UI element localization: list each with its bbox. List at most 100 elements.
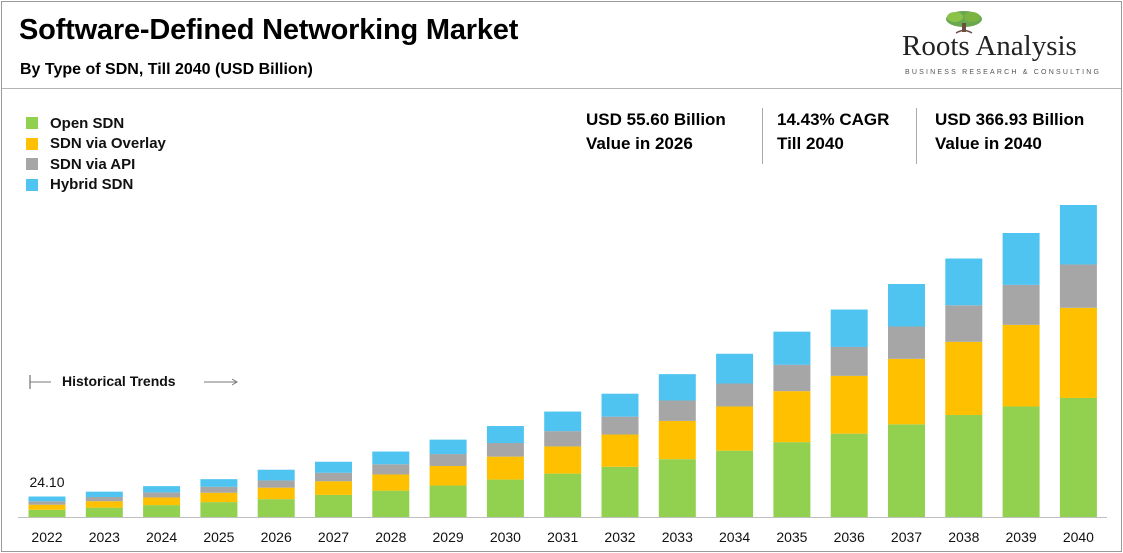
tree-icon [946, 11, 982, 34]
historical-trends-annotation: Historical Trends [29, 372, 243, 392]
bar-segment-sdn-via-api-2040 [1059, 264, 1097, 308]
x-tick-label: 2037 [891, 529, 922, 545]
bar-segment-hybrid-sdn-2026 [257, 469, 295, 481]
x-tick-label: 2023 [89, 529, 120, 545]
bar-segment-sdn-via-api-2022 [28, 501, 66, 505]
stat-caption: Till 2040 [777, 134, 844, 153]
chart-title: Software-Defined Networking Market [19, 14, 519, 46]
bar-segment-open-sdn-2036 [830, 433, 868, 517]
x-tick-label: 2022 [31, 529, 62, 545]
bar-segment-open-sdn-2026 [257, 499, 295, 517]
bar-segment-hybrid-sdn-2031 [544, 411, 582, 432]
legend-item-hybrid-sdn: Hybrid SDN [26, 175, 166, 196]
x-tick-label: 2032 [604, 529, 635, 545]
key-stats: USD 55.60 Billion Value in 2026 14.43% C… [2, 108, 1121, 164]
bar-segment-hybrid-sdn-2038 [945, 258, 983, 306]
logo-tagline: BUSINESS RESEARCH & CONSULTING [905, 69, 1102, 76]
x-tick-label: 2024 [146, 529, 177, 545]
bar-segment-open-sdn-2039 [1002, 406, 1040, 517]
bar-segment-hybrid-sdn-2027 [315, 461, 352, 473]
stat-divider [762, 108, 763, 164]
bar-segment-sdn-via-overlay-2035 [773, 391, 811, 443]
bar-segment-open-sdn-2025 [200, 502, 238, 517]
bar-segment-sdn-via-overlay-2029 [429, 465, 467, 486]
legend-swatch [26, 137, 38, 150]
bar-segment-open-sdn-2035 [773, 442, 811, 517]
legend-item-sdn-via-overlay: SDN via Overlay [26, 134, 166, 155]
x-tick-label: 2031 [547, 529, 578, 545]
x-tick-label: 2025 [203, 529, 234, 545]
bar-segment-sdn-via-api-2037 [888, 326, 925, 359]
bar-segment-sdn-via-api-2024 [143, 492, 181, 498]
x-tick-label: 2033 [662, 529, 693, 545]
bar-segment-open-sdn-2040 [1059, 397, 1097, 517]
stat-cagr: 14.43% CAGR Till 2040 [777, 108, 889, 164]
bar-segment-sdn-via-api-2034 [716, 383, 754, 407]
x-tick-label: 2036 [834, 529, 865, 545]
bar-segment-open-sdn-2022 [28, 509, 66, 517]
x-tick-label: 2027 [318, 529, 349, 545]
stat-value: USD 366.93 Billion [935, 110, 1085, 129]
bar-segment-hybrid-sdn-2023 [85, 491, 123, 498]
bar-segment-sdn-via-api-2036 [830, 346, 868, 376]
bar-segment-sdn-via-api-2039 [1002, 284, 1040, 325]
bar-segment-sdn-via-overlay-2023 [85, 501, 123, 508]
bar-segment-sdn-via-overlay-2034 [716, 406, 754, 451]
bar-segment-hybrid-sdn-2035 [773, 331, 811, 365]
bar-segment-sdn-via-overlay-2032 [601, 434, 639, 467]
bar-segment-hybrid-sdn-2028 [372, 451, 410, 465]
bar-segment-hybrid-sdn-2039 [1002, 233, 1040, 285]
bar-segment-open-sdn-2023 [85, 507, 123, 517]
bar-segment-sdn-via-overlay-2024 [143, 497, 181, 506]
legend-swatch [26, 178, 38, 191]
bar-segment-open-sdn-2024 [143, 505, 181, 517]
bar-segment-sdn-via-overlay-2027 [315, 481, 352, 495]
stat-caption: Value in 2040 [935, 134, 1042, 153]
chart-subtitle: By Type of SDN, Till 2040 (USD Billion) [20, 61, 313, 78]
bar-segment-sdn-via-api-2027 [315, 472, 352, 482]
bar-segment-sdn-via-api-2038 [945, 305, 983, 342]
legend-label: Hybrid SDN [50, 176, 134, 194]
header: Software-Defined Networking Market By Ty… [2, 2, 1121, 89]
bar-segment-hybrid-sdn-2022 [28, 496, 66, 502]
bar-segment-open-sdn-2029 [429, 485, 467, 517]
x-tick-label: 2034 [719, 529, 750, 545]
stat-value: 14.43% CAGR [777, 110, 890, 129]
bar-segment-sdn-via-api-2032 [601, 416, 639, 435]
x-tick-label: 2029 [433, 529, 464, 545]
bar-segment-sdn-via-api-2028 [372, 464, 410, 475]
bar-segment-hybrid-sdn-2025 [200, 479, 238, 487]
bar-segment-sdn-via-overlay-2037 [888, 358, 925, 425]
x-tick-label: 2030 [490, 529, 521, 545]
x-tick-label: 2040 [1063, 529, 1094, 545]
bar-segment-hybrid-sdn-2024 [143, 486, 181, 493]
bar-segment-sdn-via-api-2035 [773, 364, 811, 392]
legend-swatch [26, 158, 38, 171]
bar-segment-hybrid-sdn-2029 [429, 439, 467, 455]
bar-segment-sdn-via-overlay-2036 [830, 375, 868, 434]
bar-segment-hybrid-sdn-2032 [601, 393, 639, 417]
legend-item-open-sdn: Open SDN [26, 113, 166, 134]
bar-segment-sdn-via-overlay-2030 [486, 456, 524, 480]
stat-divider [916, 108, 917, 164]
bar-segment-sdn-via-overlay-2033 [658, 420, 696, 460]
legend-label: SDN via Overlay [50, 135, 166, 153]
stat-caption: Value in 2026 [586, 134, 693, 153]
legend: Open SDN SDN via Overlay SDN via API Hyb… [26, 113, 166, 195]
x-tick-label: 2038 [948, 529, 979, 545]
bar-segment-sdn-via-api-2030 [486, 443, 524, 457]
bar-segment-open-sdn-2027 [315, 494, 352, 517]
bar-segment-open-sdn-2037 [888, 424, 925, 517]
stat-value-2026: USD 55.60 Billion Value in 2026 [586, 108, 726, 164]
bar-segment-sdn-via-api-2026 [257, 480, 295, 488]
bar-segment-sdn-via-overlay-2040 [1059, 307, 1097, 398]
stat-value-2040: USD 366.93 Billion Value in 2040 [935, 108, 1084, 164]
historical-trends-arrow-icon [29, 375, 238, 389]
legend-label: SDN via API [50, 155, 136, 173]
bar-segment-sdn-via-overlay-2028 [372, 474, 410, 491]
bar-segment-sdn-via-overlay-2025 [200, 492, 238, 503]
legend-swatch [26, 117, 38, 130]
bar-segment-hybrid-sdn-2034 [716, 353, 754, 384]
bar-segment-open-sdn-2031 [544, 473, 582, 517]
bar-segment-open-sdn-2028 [372, 490, 410, 517]
